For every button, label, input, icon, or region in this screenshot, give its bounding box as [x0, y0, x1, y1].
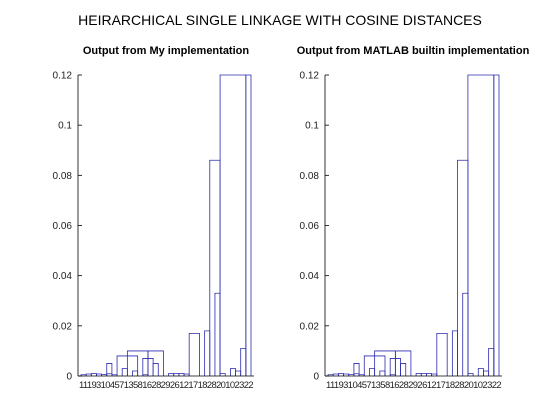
- left-y-tick-label: 0.12: [53, 71, 73, 82]
- right-dendrogram-link: [483, 370, 490, 376]
- right-dendrogram-links: [327, 74, 500, 376]
- right-leaf-labels: 11193104571358162829261217182820102322: [326, 380, 502, 390]
- left-dendrogram-link: [219, 74, 247, 376]
- right-y-tick-label: 0: [313, 372, 319, 383]
- right-dendrogram-link: [493, 74, 500, 376]
- left-dendrogram-link: [121, 368, 128, 376]
- right-dendrogram-link: [488, 348, 495, 376]
- right-dendrogram-link: [374, 350, 396, 376]
- right-dendrogram-link: [353, 363, 360, 376]
- right-dendrogram-link: [467, 74, 495, 376]
- right-dendrogram-link: [462, 292, 469, 376]
- right-dendrogram-link: [400, 363, 407, 376]
- left-panel-title: Output from My implementation: [83, 45, 250, 57]
- left-dendrogram-link: [188, 332, 200, 376]
- left-y-tick-label: 0.1: [58, 121, 72, 132]
- figure-suptitle: HEIRARCHICAL SINGLE LINKAGE WITH COSINE …: [78, 12, 482, 28]
- left-y-axis-ticks: 0 0.02 0.04 0.06 0.08 0.1 0.12: [53, 71, 254, 383]
- left-dendrogram-panel: Output from My implementation 00.020.040…: [53, 45, 255, 390]
- right-y-tick-label: 0.06: [300, 221, 320, 232]
- right-y-tick-label: 0.1: [305, 121, 319, 132]
- left-y-tick-label: 0.04: [53, 271, 73, 282]
- left-y-tick-label: 0.02: [53, 321, 73, 332]
- right-dendrogram-link: [477, 368, 484, 376]
- left-y-tick-label: 0.06: [53, 221, 73, 232]
- left-dendrogram-link: [132, 370, 139, 376]
- right-y-tick-label: 0.02: [300, 321, 320, 332]
- left-y-tick-label: 0: [66, 372, 72, 383]
- left-dendrogram-link: [240, 348, 247, 376]
- right-dendrogram-link: [369, 368, 376, 376]
- left-dendrogram-link: [106, 363, 113, 376]
- right-y-tick-label: 0.08: [300, 171, 320, 182]
- left-dendrogram-link: [229, 368, 236, 376]
- right-dendrogram-link: [451, 330, 458, 376]
- left-dendrogram-link: [126, 350, 149, 376]
- left-leaf-labels: 11193104571358162829261217182820102322: [79, 380, 254, 390]
- left-dendrogram-link: [204, 330, 211, 376]
- right-dendrogram-panel: Output from MATLAB builtin implementatio…: [297, 45, 530, 390]
- right-dendrogram-link: [436, 332, 448, 376]
- left-dendrogram-links: [80, 74, 252, 376]
- left-dendrogram-link: [235, 370, 242, 376]
- right-y-tick-label: 0.12: [300, 71, 320, 82]
- left-y-tick-label: 0.08: [53, 171, 73, 182]
- right-y-tick-label: 0.04: [300, 271, 320, 282]
- right-dendrogram-link: [379, 370, 386, 376]
- left-dendrogram-link: [214, 292, 221, 376]
- right-panel-title: Output from MATLAB builtin implementatio…: [297, 45, 530, 57]
- right-y-axis-ticks: 0 0.02 0.04 0.06 0.08 0.1 0.12: [300, 71, 502, 383]
- left-dendrogram-link: [152, 363, 159, 376]
- left-dendrogram-link: [245, 74, 252, 376]
